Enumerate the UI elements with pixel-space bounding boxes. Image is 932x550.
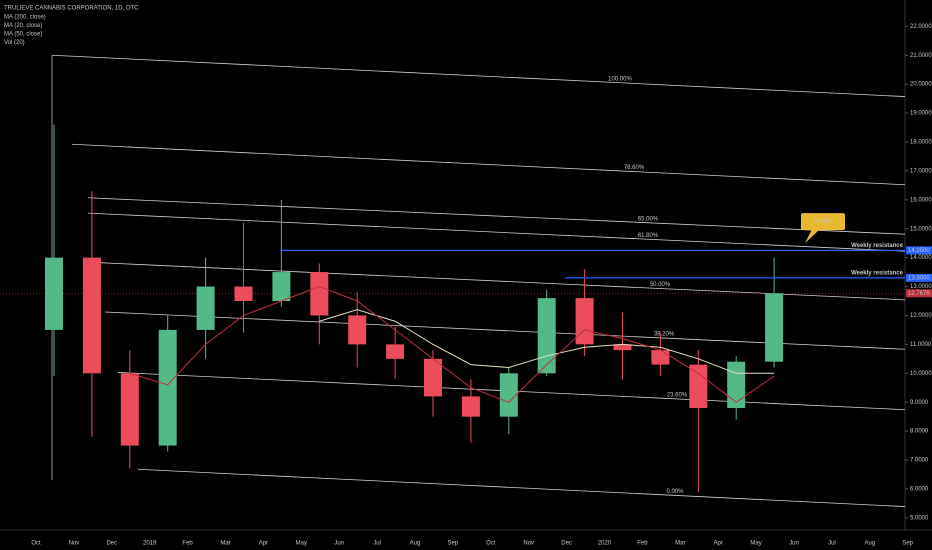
x-tick-label: Sep <box>902 541 913 547</box>
x-tick-label: Jun <box>789 541 799 547</box>
candle-body <box>765 293 784 362</box>
candle-body <box>158 329 177 446</box>
y-tick-label: 12.0000 <box>910 313 932 319</box>
y-tick-label: 9.0000 <box>910 400 929 406</box>
fib-line <box>96 262 906 301</box>
candle-body <box>461 396 480 417</box>
candle-body <box>575 298 594 345</box>
x-tick-label: Jul <box>373 541 381 547</box>
fib-line <box>87 212 906 252</box>
fib-label: 100.00% <box>608 76 632 82</box>
price-tag <box>906 246 932 255</box>
x-tick-label: Mar <box>220 541 230 547</box>
x-tick-label: Dec <box>561 541 572 547</box>
y-tick-label: 7.0000 <box>910 458 929 464</box>
price-tag-label: 13.3000 <box>908 275 930 281</box>
candle-body <box>689 364 708 408</box>
candle-body <box>234 286 253 301</box>
x-tick-label: Nov <box>69 541 80 547</box>
y-tick-label: 5.0000 <box>910 515 929 521</box>
y-tick-label: 18.0000 <box>910 140 932 146</box>
candle-body <box>348 315 367 345</box>
candle-body <box>310 272 329 316</box>
resistance-label: Weekly resistance <box>851 243 904 249</box>
ma-line <box>319 309 775 374</box>
x-tick-label: Jun <box>334 541 344 547</box>
x-tick-label: Mar <box>675 541 685 547</box>
price-tag <box>906 273 932 282</box>
fib-line <box>51 54 906 97</box>
y-tick-label: 8.0000 <box>910 429 929 435</box>
candle-body <box>537 298 556 374</box>
x-tick-label: Feb <box>182 541 193 547</box>
resistance-label: Weekly resistance <box>851 270 904 276</box>
x-tick-label: Dec <box>106 541 117 547</box>
candle-body <box>499 373 518 417</box>
x-tick-label: Apr <box>259 541 268 547</box>
callout-box <box>801 213 845 231</box>
callout-pointer <box>805 229 820 244</box>
x-tick-label: Oct <box>31 541 41 547</box>
x-tick-label: Aug <box>410 541 421 547</box>
y-tick-label: 16.0000 <box>910 197 932 203</box>
x-tick-label: Aug <box>864 541 875 547</box>
fib-line <box>71 143 906 186</box>
x-tick-label: 2020 <box>598 541 612 547</box>
candle-body <box>45 257 63 330</box>
candle-body <box>120 373 139 446</box>
fib-label: 0.00% <box>666 489 684 495</box>
candle-body <box>613 344 632 351</box>
x-tick-label: Feb <box>637 541 648 547</box>
price-tag-label: 12.7676 <box>908 291 930 297</box>
legend-entry: Vol (20) <box>4 40 25 46</box>
x-tick-label: Apr <box>714 541 723 547</box>
y-tick-label: 19.0000 <box>910 111 932 117</box>
x-tick-label: 2019 <box>143 541 157 547</box>
candle-body <box>424 358 442 397</box>
y-tick-label: 22.0000 <box>910 24 932 30</box>
x-tick-label: Sep <box>448 541 459 547</box>
price-tag-label: 14.2500 <box>908 248 930 254</box>
fib-label: 78.60% <box>624 165 645 171</box>
legend-entry: MA (50, close) <box>4 32 42 38</box>
fib-line <box>104 311 906 350</box>
y-tick-label: 6.0000 <box>910 487 929 493</box>
candle-body <box>272 272 291 301</box>
chart-title: TRULIEVE CANNABIS CORPORATION, 1D, OTC <box>4 6 139 12</box>
fib-label: 23.60% <box>667 392 688 398</box>
y-tick-label: 17.0000 <box>910 168 932 174</box>
fib-label: 61.80% <box>638 233 659 239</box>
candle-body <box>651 350 670 365</box>
y-tick-label: 13.0000 <box>910 284 932 290</box>
candle-body <box>82 257 101 374</box>
legend-entry: MA (200, close) <box>4 15 46 21</box>
x-tick-label: Jul <box>828 541 836 547</box>
y-tick-label: 10.0000 <box>910 371 932 377</box>
y-tick-label: 20.0000 <box>910 82 932 88</box>
fib-line <box>87 197 906 235</box>
fib-label: 38.20% <box>654 332 675 338</box>
fib-label: 65.00% <box>638 216 659 222</box>
fib-label: 50.00% <box>650 282 671 288</box>
x-tick-label: Oct <box>486 541 496 547</box>
x-tick-label: May <box>296 541 307 547</box>
price-axis-bg <box>905 0 932 530</box>
y-tick-label: 15.0000 <box>910 226 932 232</box>
x-tick-label: Nov <box>523 541 534 547</box>
fib-line <box>137 468 906 507</box>
y-tick-label: 21.0000 <box>910 53 932 59</box>
y-tick-label: 14.0000 <box>910 255 932 261</box>
candle-body <box>386 344 405 359</box>
x-tick-label: May <box>750 541 761 547</box>
candle-body <box>196 286 215 330</box>
y-tick-label: 11.0000 <box>910 342 932 348</box>
price-tag <box>906 289 932 298</box>
ma-line <box>129 286 775 403</box>
callout-label: 14.5000 <box>812 219 834 225</box>
legend-entry: MA (20, close) <box>4 23 42 29</box>
candle-body <box>727 361 746 408</box>
